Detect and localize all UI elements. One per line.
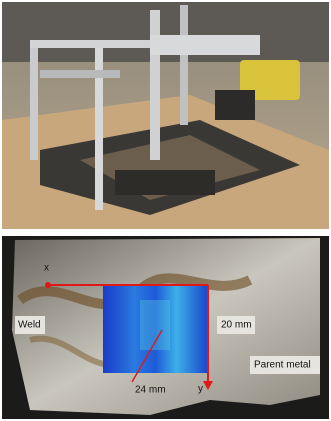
weld-label: Weld [18,320,41,331]
y-label: y [198,384,203,395]
length-label: 24 mm [135,385,166,396]
scan-heatmap [103,285,208,373]
pointer-line [131,329,163,383]
parent-label: Parent metal [254,360,311,371]
width-label: 20 mm [221,320,252,331]
x-label: x [44,263,49,274]
rig-photo [2,2,329,229]
specimen-photo: x y Weld 20 mm 24 mm Parent metal [2,236,329,419]
